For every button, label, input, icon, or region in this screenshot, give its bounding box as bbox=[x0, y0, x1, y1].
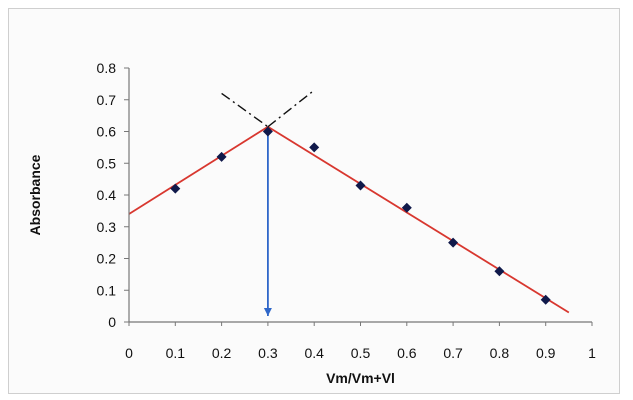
x-tick-label: 0.7 bbox=[443, 345, 463, 361]
y-tick-label: 0.8 bbox=[97, 60, 117, 76]
x-axis-title: Vm/Vm+Vl bbox=[326, 370, 395, 386]
y-ticks: 0 0.1 0.2 0.3 0.4 0.5 0.6 0.7 0.8 bbox=[97, 60, 129, 330]
data-point bbox=[401, 202, 412, 213]
data-point bbox=[448, 237, 459, 248]
data-point bbox=[216, 151, 227, 162]
arrow-head bbox=[263, 308, 272, 316]
data-point bbox=[355, 180, 366, 191]
data-point bbox=[309, 142, 320, 153]
data-point bbox=[494, 266, 505, 277]
extrapolation-line bbox=[221, 92, 269, 128]
y-tick-label: 0.5 bbox=[97, 155, 117, 171]
data-point bbox=[262, 126, 273, 137]
y-tick-label: 0.4 bbox=[97, 187, 117, 203]
x-ticks: 0 0.1 0.2 0.3 0.4 0.5 0.6 0.7 0.8 0.9 1 bbox=[125, 322, 596, 361]
y-axis-title: Absorbance bbox=[27, 154, 43, 235]
x-tick-label: 0.5 bbox=[351, 345, 371, 361]
x-tick-label: 0 bbox=[125, 345, 133, 361]
y-tick-label: 0.2 bbox=[97, 251, 117, 267]
marker-arrow bbox=[263, 130, 272, 316]
x-tick-label: 0.8 bbox=[490, 345, 510, 361]
y-tick-label: 0.3 bbox=[97, 219, 117, 235]
x-tick-label: 0.1 bbox=[166, 345, 186, 361]
x-tick-label: 0.4 bbox=[304, 345, 324, 361]
data-point bbox=[170, 183, 181, 194]
chart-frame bbox=[8, 8, 620, 394]
fit-lines bbox=[128, 125, 570, 314]
x-tick-label: 0.2 bbox=[212, 345, 232, 361]
data-point bbox=[540, 294, 551, 305]
fit-line bbox=[128, 125, 269, 215]
extrapolation-line bbox=[267, 89, 315, 128]
y-tick-label: 0 bbox=[108, 314, 116, 330]
y-tick-label: 0.1 bbox=[97, 282, 117, 298]
x-tick-label: 0.9 bbox=[536, 345, 556, 361]
y-tick-label: 0.7 bbox=[97, 92, 117, 108]
x-tick-label: 0.3 bbox=[258, 345, 278, 361]
data-points bbox=[170, 126, 551, 305]
fit-line bbox=[267, 125, 570, 314]
x-tick-label: 0.6 bbox=[397, 345, 417, 361]
y-tick-label: 0.6 bbox=[97, 124, 117, 140]
extrapolation-lines bbox=[221, 89, 315, 128]
x-tick-label: 1 bbox=[588, 345, 596, 361]
